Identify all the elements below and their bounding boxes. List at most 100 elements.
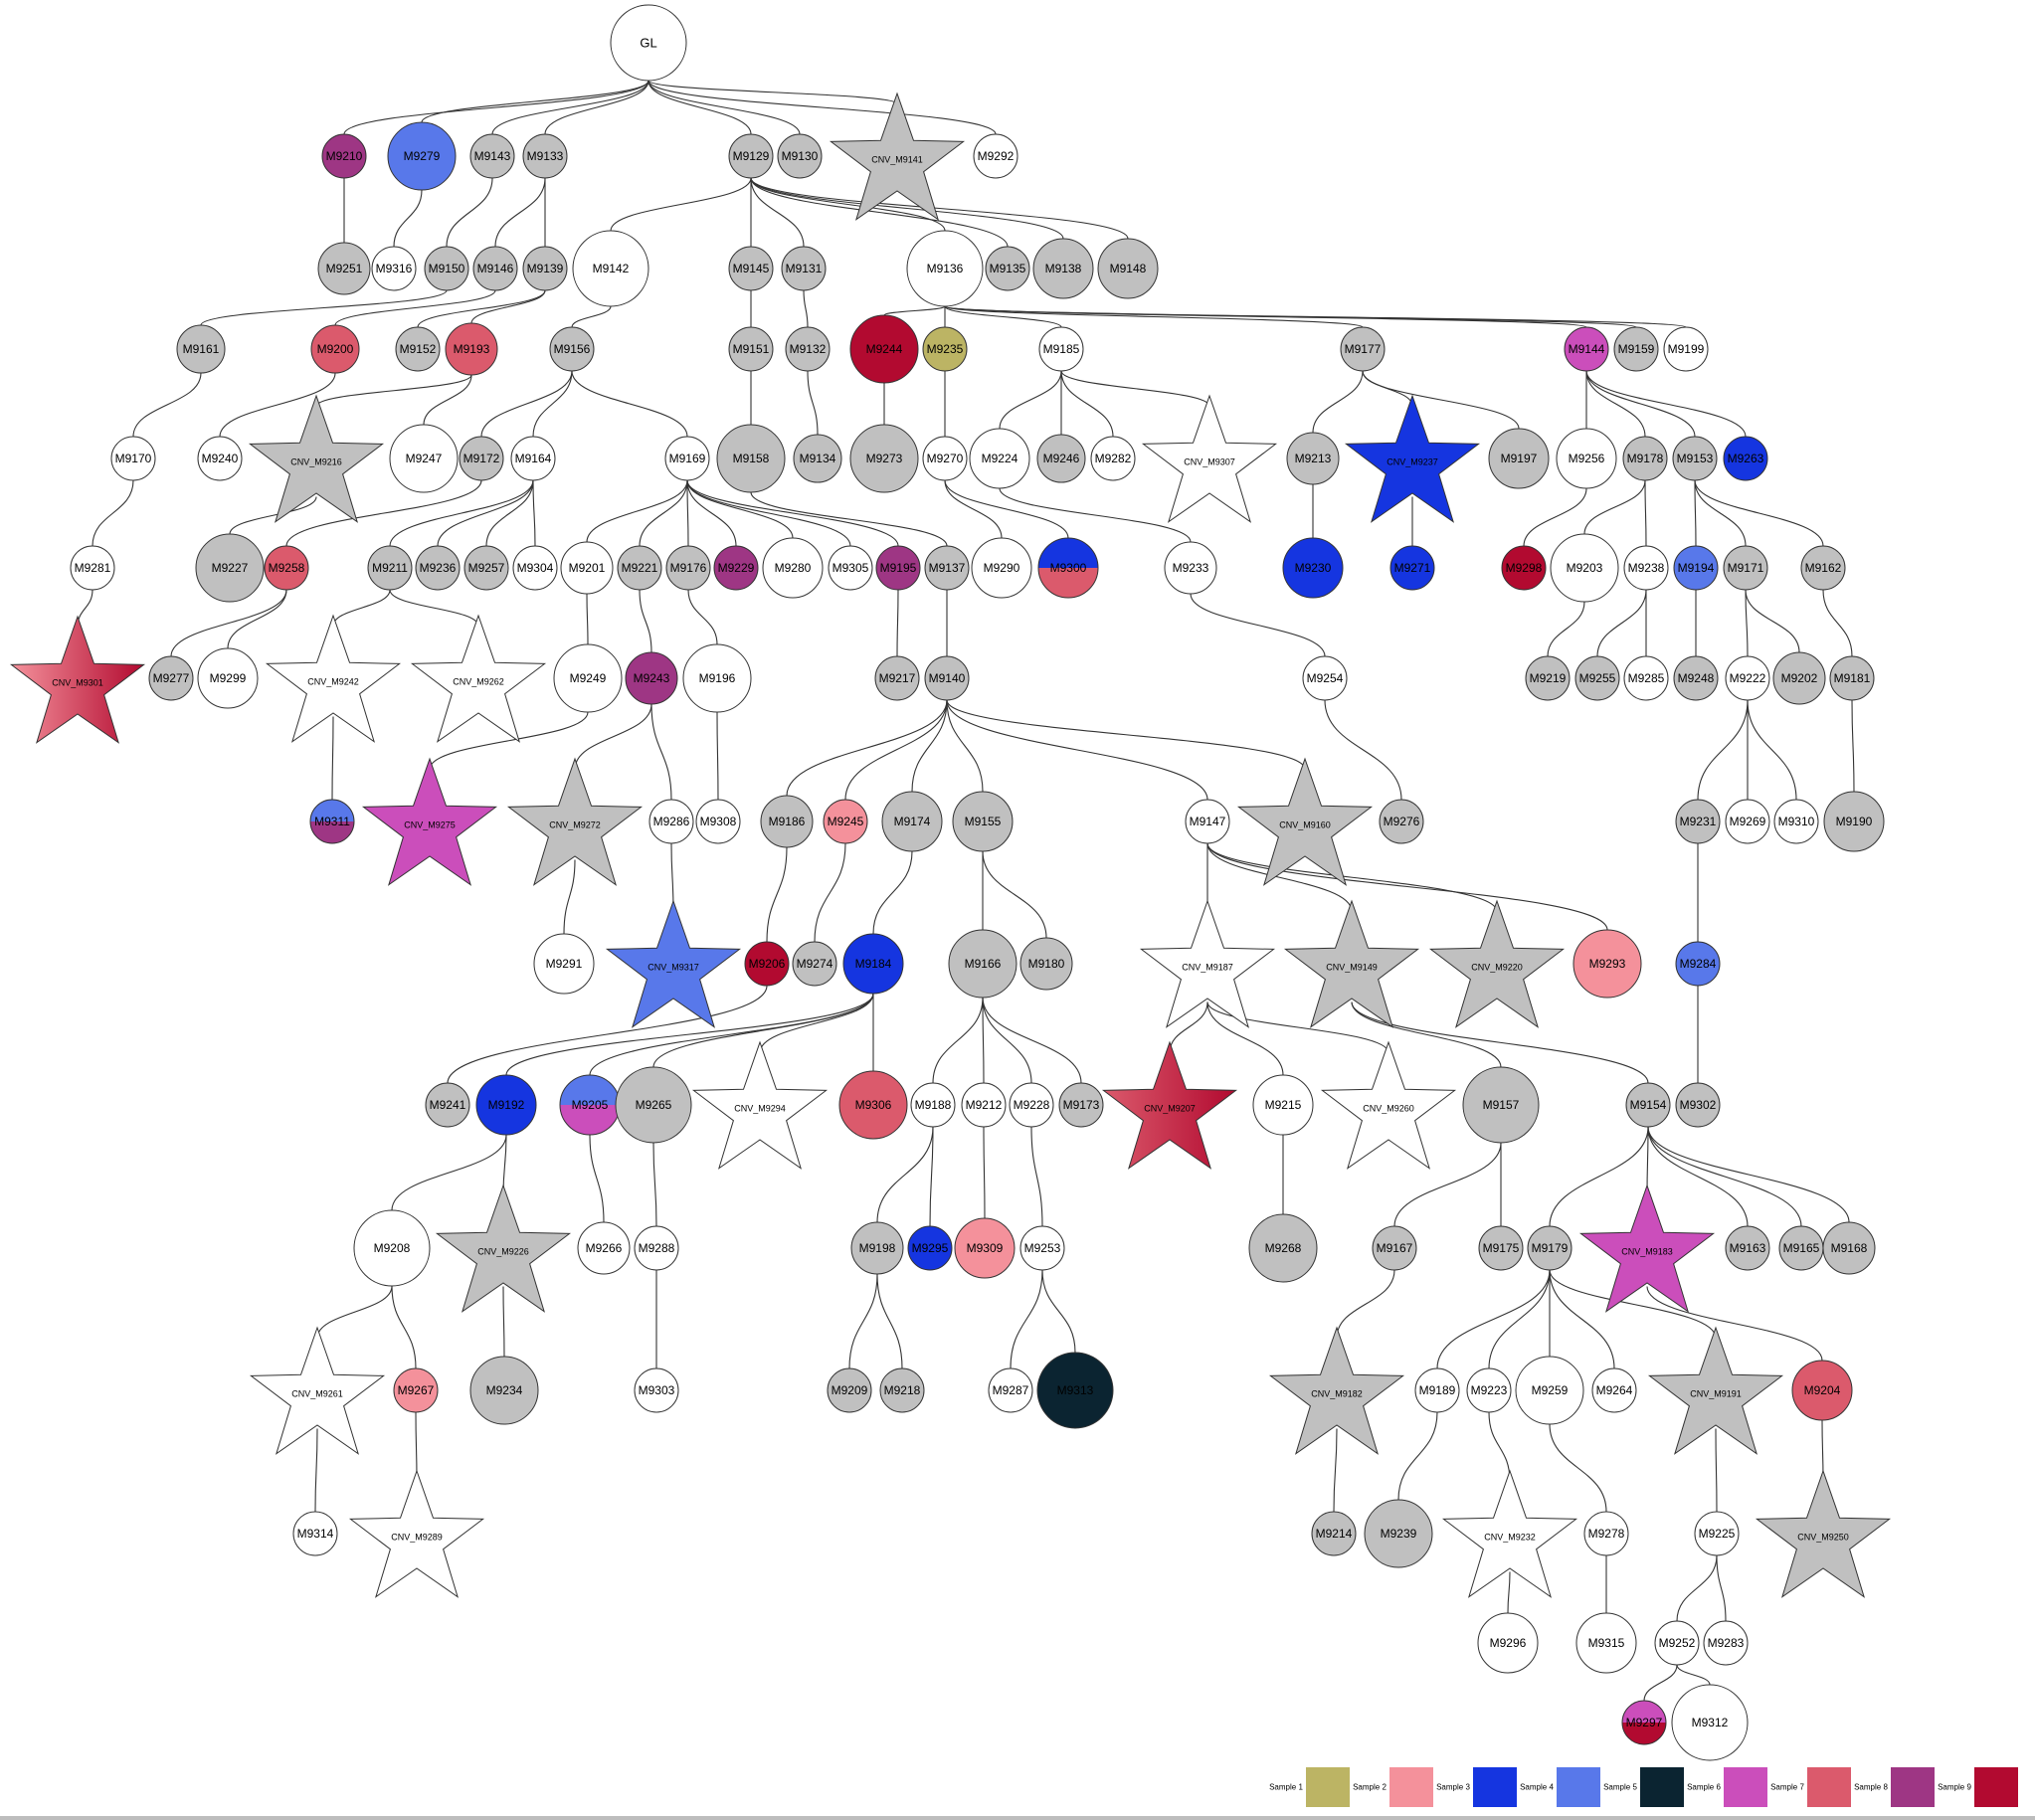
node-m9170[interactable]: M9170 bbox=[110, 436, 156, 481]
node-m9290[interactable]: M9290 bbox=[971, 537, 1032, 599]
node-m9134[interactable]: M9134 bbox=[793, 434, 842, 483]
node-cnv_m9289[interactable]: CNV_M9289 bbox=[348, 1469, 485, 1598]
node-m9227[interactable]: M9227 bbox=[195, 533, 265, 603]
node-cnv_m9191[interactable]: CNV_M9191 bbox=[1647, 1326, 1784, 1455]
node-m9243[interactable]: M9243 bbox=[625, 651, 678, 705]
node-m9306[interactable]: M9306 bbox=[838, 1070, 908, 1140]
node-m9300[interactable]: M9300 bbox=[1037, 537, 1099, 599]
node-m9312[interactable]: M9312 bbox=[1671, 1684, 1749, 1761]
node-m9214[interactable]: M9214 bbox=[1311, 1511, 1357, 1556]
node-m9130[interactable]: M9130 bbox=[777, 133, 823, 179]
node-m9198[interactable]: M9198 bbox=[850, 1221, 904, 1275]
node-cnv_m9149[interactable]: CNV_M9149 bbox=[1283, 899, 1420, 1028]
node-m9246[interactable]: M9246 bbox=[1036, 434, 1086, 483]
node-m9291[interactable]: M9291 bbox=[533, 933, 595, 995]
node-cnv_m9183[interactable]: CNV_M9183 bbox=[1578, 1183, 1716, 1313]
node-m9177[interactable]: M9177 bbox=[1340, 326, 1386, 372]
node-m9178[interactable]: M9178 bbox=[1622, 436, 1668, 481]
node-m9184[interactable]: M9184 bbox=[842, 933, 904, 995]
node-m9209[interactable]: M9209 bbox=[827, 1367, 872, 1413]
node-m9265[interactable]: M9265 bbox=[615, 1066, 692, 1144]
node-m9282[interactable]: M9282 bbox=[1090, 436, 1136, 481]
node-m9199[interactable]: M9199 bbox=[1663, 326, 1709, 372]
node-m9174[interactable]: M9174 bbox=[881, 791, 943, 852]
node-m9150[interactable]: M9150 bbox=[424, 246, 469, 291]
node-m9238[interactable]: M9238 bbox=[1623, 545, 1669, 591]
node-m9213[interactable]: M9213 bbox=[1286, 432, 1340, 485]
node-m9132[interactable]: M9132 bbox=[785, 326, 831, 372]
node-m9162[interactable]: M9162 bbox=[1800, 545, 1846, 591]
node-cnv_m9207[interactable]: CNV_M9207 bbox=[1101, 1040, 1238, 1170]
node-m9180[interactable]: M9180 bbox=[1019, 937, 1073, 991]
node-m9211[interactable]: M9211 bbox=[367, 545, 413, 591]
node-m9193[interactable]: M9193 bbox=[445, 322, 498, 376]
node-m9244[interactable]: M9244 bbox=[849, 314, 919, 384]
node-m9190[interactable]: M9190 bbox=[1823, 791, 1885, 852]
node-m9212[interactable]: M9212 bbox=[961, 1082, 1007, 1128]
node-m9146[interactable]: M9146 bbox=[472, 246, 518, 291]
node-m9210[interactable]: M9210 bbox=[321, 133, 367, 179]
node-m9139[interactable]: M9139 bbox=[522, 246, 568, 291]
node-cnv_m9242[interactable]: CNV_M9242 bbox=[265, 614, 402, 743]
node-m9144[interactable]: M9144 bbox=[1564, 326, 1609, 372]
node-m9233[interactable]: M9233 bbox=[1164, 541, 1217, 595]
node-m9296[interactable]: M9296 bbox=[1477, 1612, 1539, 1674]
node-m9133[interactable]: M9133 bbox=[522, 133, 568, 179]
node-cnv_m9226[interactable]: CNV_M9226 bbox=[435, 1183, 572, 1313]
node-m9292[interactable]: M9292 bbox=[973, 133, 1018, 179]
node-m9248[interactable]: M9248 bbox=[1673, 655, 1719, 701]
node-m9137[interactable]: M9137 bbox=[924, 545, 970, 591]
node-m9197[interactable]: M9197 bbox=[1488, 428, 1550, 489]
node-m9310[interactable]: M9310 bbox=[1773, 799, 1819, 844]
node-m9189[interactable]: M9189 bbox=[1414, 1367, 1460, 1413]
node-m9202[interactable]: M9202 bbox=[1772, 651, 1826, 705]
node-m9230[interactable]: M9230 bbox=[1282, 537, 1344, 599]
node-m9263[interactable]: M9263 bbox=[1723, 436, 1768, 481]
node-m9268[interactable]: M9268 bbox=[1248, 1213, 1318, 1283]
node-m9256[interactable]: M9256 bbox=[1556, 428, 1617, 489]
node-m9286[interactable]: M9286 bbox=[648, 799, 694, 844]
node-m9167[interactable]: M9167 bbox=[1372, 1225, 1417, 1271]
node-m9194[interactable]: M9194 bbox=[1673, 545, 1719, 591]
node-m9143[interactable]: M9143 bbox=[469, 133, 515, 179]
node-m9218[interactable]: M9218 bbox=[879, 1367, 925, 1413]
node-m9267[interactable]: M9267 bbox=[393, 1367, 439, 1413]
node-m9175[interactable]: M9175 bbox=[1478, 1225, 1524, 1271]
node-m9171[interactable]: M9171 bbox=[1723, 545, 1768, 591]
node-m9203[interactable]: M9203 bbox=[1550, 533, 1619, 603]
node-m9305[interactable]: M9305 bbox=[828, 545, 873, 591]
node-m9136[interactable]: M9136 bbox=[906, 230, 984, 307]
node-m9172[interactable]: M9172 bbox=[459, 436, 504, 481]
node-m9239[interactable]: M9239 bbox=[1364, 1499, 1433, 1568]
node-m9196[interactable]: M9196 bbox=[682, 643, 752, 713]
node-m9228[interactable]: M9228 bbox=[1009, 1082, 1054, 1128]
node-m9188[interactable]: M9188 bbox=[910, 1082, 956, 1128]
node-m9140[interactable]: M9140 bbox=[924, 655, 970, 701]
node-m9274[interactable]: M9274 bbox=[792, 941, 837, 987]
node-cnv_m9317[interactable]: CNV_M9317 bbox=[605, 899, 742, 1028]
node-m9215[interactable]: M9215 bbox=[1252, 1074, 1314, 1136]
node-m9201[interactable]: M9201 bbox=[560, 541, 614, 595]
node-m9208[interactable]: M9208 bbox=[353, 1209, 431, 1287]
node-m9129[interactable]: M9129 bbox=[728, 133, 774, 179]
node-m9181[interactable]: M9181 bbox=[1829, 655, 1875, 701]
node-m9258[interactable]: M9258 bbox=[264, 545, 309, 591]
node-m9295[interactable]: M9295 bbox=[907, 1225, 953, 1271]
node-m9251[interactable]: M9251 bbox=[317, 242, 371, 295]
node-m9225[interactable]: M9225 bbox=[1694, 1511, 1740, 1556]
node-cnv_m9250[interactable]: CNV_M9250 bbox=[1755, 1469, 1892, 1598]
node-m9161[interactable]: M9161 bbox=[176, 324, 226, 374]
node-m9266[interactable]: M9266 bbox=[577, 1221, 631, 1275]
node-m9280[interactable]: M9280 bbox=[762, 537, 824, 599]
node-m9284[interactable]: M9284 bbox=[1675, 941, 1721, 987]
node-m9138[interactable]: M9138 bbox=[1032, 238, 1094, 299]
node-m9142[interactable]: M9142 bbox=[572, 230, 649, 307]
node-m9234[interactable]: M9234 bbox=[469, 1356, 539, 1425]
node-m9204[interactable]: M9204 bbox=[1791, 1360, 1853, 1421]
node-m9135[interactable]: M9135 bbox=[985, 246, 1030, 291]
node-m9297[interactable]: M9297 bbox=[1621, 1700, 1667, 1745]
node-m9287[interactable]: M9287 bbox=[988, 1367, 1033, 1413]
node-m9195[interactable]: M9195 bbox=[875, 545, 921, 591]
node-m9205[interactable]: M9205 bbox=[559, 1074, 621, 1136]
node-m9278[interactable]: M9278 bbox=[1583, 1511, 1629, 1556]
